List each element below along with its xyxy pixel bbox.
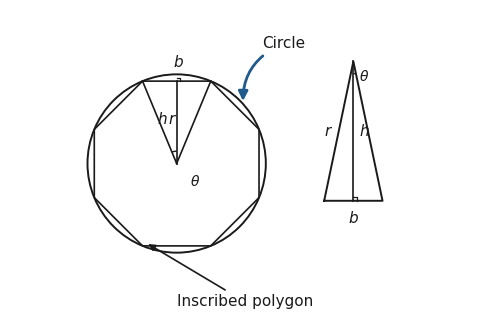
Text: $\theta$: $\theta$	[190, 174, 200, 189]
Text: $h$: $h$	[157, 111, 168, 127]
Text: Inscribed polygon: Inscribed polygon	[150, 245, 313, 309]
Text: Circle: Circle	[239, 36, 306, 98]
Text: $\theta$: $\theta$	[358, 68, 369, 83]
Text: $b$: $b$	[173, 54, 184, 70]
Text: $r$: $r$	[168, 112, 177, 127]
Text: $b$: $b$	[348, 210, 359, 226]
Text: $h$: $h$	[359, 123, 370, 139]
Text: $r$: $r$	[324, 124, 333, 139]
